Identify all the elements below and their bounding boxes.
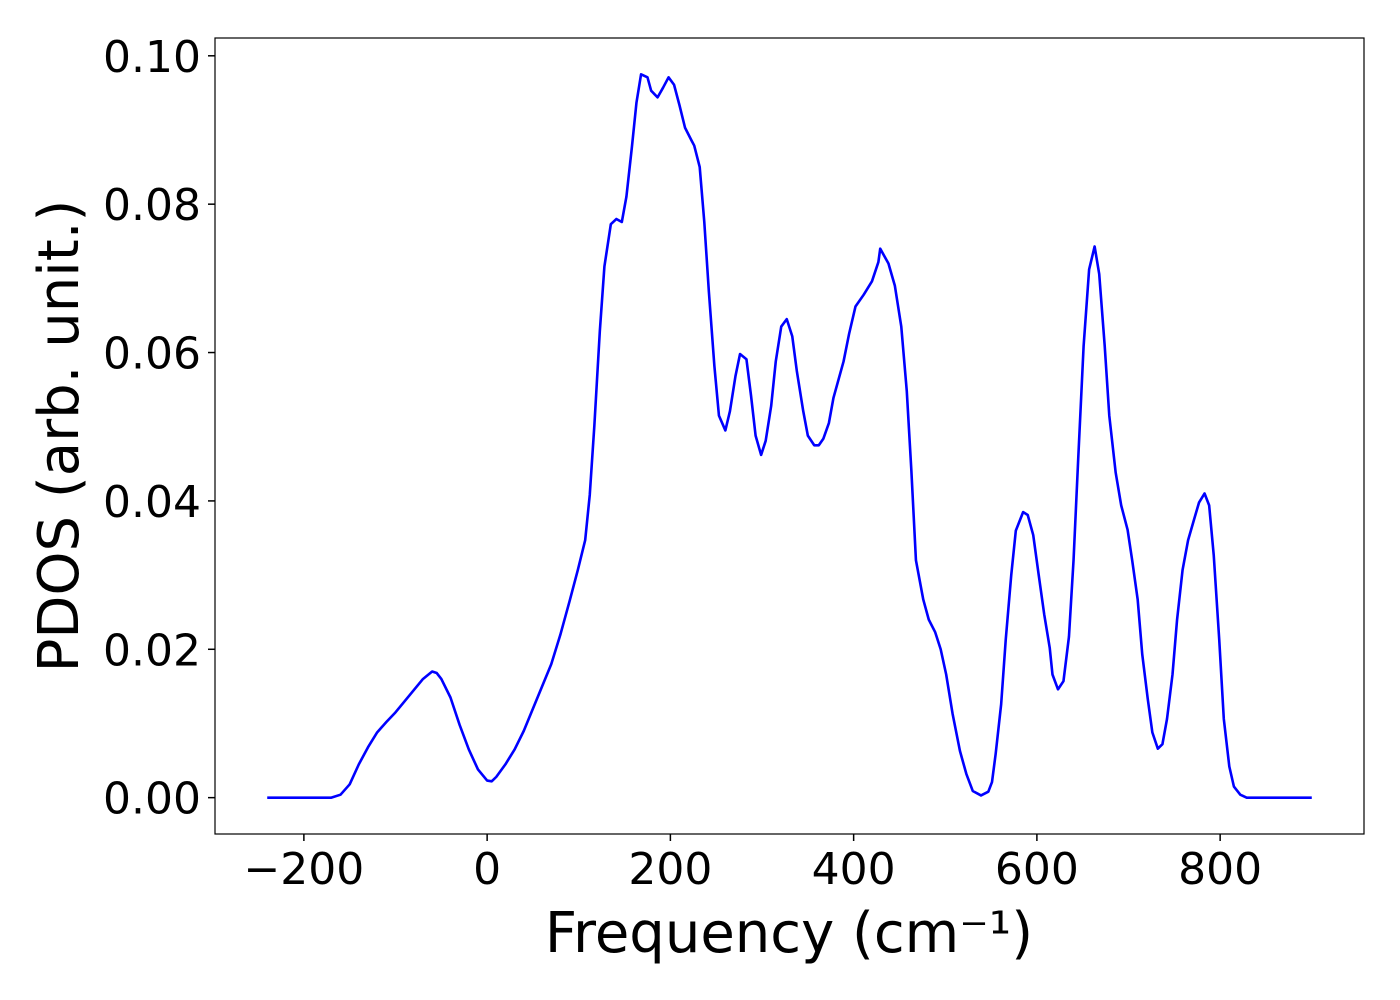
y-tick-label: 0.00: [103, 774, 201, 825]
x-tick-label: 200: [628, 844, 712, 895]
x-tick-label: 0: [473, 844, 501, 895]
y-tick-label: 0.04: [103, 477, 201, 528]
x-axis-label: Frequency (cm⁻¹): [545, 901, 1033, 966]
y-axis-label: PDOS (arb. unit.): [27, 200, 92, 673]
x-tick-label: 400: [812, 844, 896, 895]
x-tick-label: 800: [1178, 844, 1262, 895]
y-tick-label: 0.08: [103, 180, 201, 231]
line-series: [267, 73, 1312, 799]
y-tick-label: 0.10: [103, 32, 201, 83]
x-tick-label: 600: [995, 844, 1079, 895]
x-tick-label: −200: [243, 844, 364, 895]
y-tick-label: 0.02: [103, 625, 201, 676]
plot-frame: [214, 37, 1365, 835]
y-tick-label: 0.06: [103, 329, 201, 380]
